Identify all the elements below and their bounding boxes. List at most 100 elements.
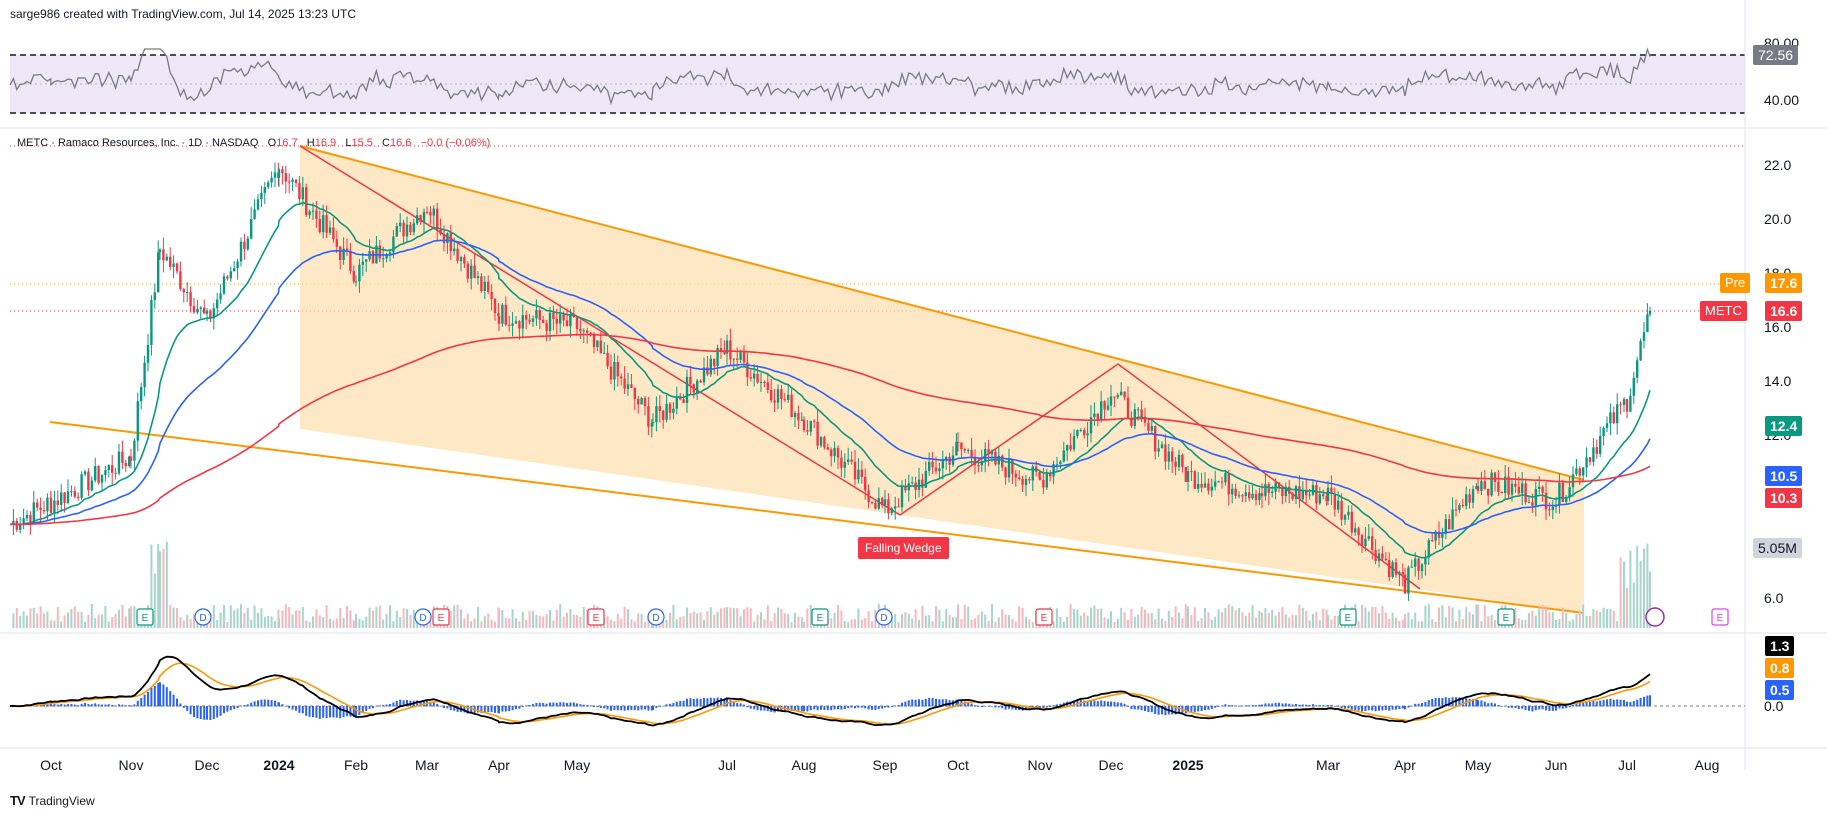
volume-bar — [504, 617, 507, 628]
candle-body — [378, 245, 381, 259]
macd-hist-bar — [918, 699, 920, 707]
volume-bar — [1541, 604, 1544, 628]
time-axis-label: Nov — [119, 757, 144, 773]
volume-bar — [576, 615, 578, 628]
macd-hist-bar — [73, 704, 76, 707]
volume-bar — [402, 608, 405, 628]
candle-body — [1510, 483, 1514, 495]
volume-bar — [87, 614, 90, 628]
candle-body — [354, 281, 358, 283]
macd-hist-bar — [538, 702, 541, 707]
split-event-icon — [1645, 607, 1665, 627]
volume-bar — [1184, 604, 1187, 628]
volume-bar — [1609, 609, 1612, 628]
volume-bar — [1626, 587, 1628, 628]
candle-body — [1636, 360, 1639, 378]
candle-body — [1123, 391, 1126, 398]
volume-bar — [90, 604, 93, 628]
falling-wedge-label[interactable]: Falling Wedge — [858, 537, 949, 559]
symbol-title[interactable]: METC · Ramaco Resources, Inc. · 1D · NAS… — [17, 137, 259, 149]
volume-bar — [368, 607, 371, 628]
candle-body — [883, 499, 887, 506]
macd-hist-bar — [176, 698, 178, 707]
candle-body — [73, 491, 76, 497]
candle-body — [226, 276, 229, 279]
candle-body — [487, 281, 490, 293]
volume-bar — [382, 619, 385, 628]
volume-bar — [794, 612, 796, 628]
candle-body — [192, 306, 196, 313]
volume-bar — [165, 541, 168, 628]
candle-body — [1264, 484, 1267, 497]
candle-body — [729, 340, 732, 360]
candle-body — [1254, 493, 1258, 501]
volume-bar — [1643, 548, 1645, 628]
candle-body — [1140, 409, 1143, 417]
macd-hist-bar — [153, 685, 156, 707]
macd-hist-bar — [1434, 697, 1437, 707]
volume-bar — [1301, 607, 1304, 628]
macd-hist-bar — [1227, 705, 1230, 707]
ema-slow-line — [9, 239, 1651, 534]
candle-body — [1109, 396, 1113, 406]
volume-bar — [1217, 609, 1220, 628]
volume-bar — [780, 608, 783, 628]
macd-hist-bar — [572, 702, 575, 707]
macd-hist-bar — [1619, 699, 1622, 707]
volume-bar — [672, 604, 675, 628]
macd-hist-bar — [193, 706, 195, 717]
macd-hist-bar — [977, 706, 980, 707]
candle-body — [291, 179, 294, 182]
macd-hist-bar — [291, 706, 294, 710]
macd-hist-bar — [402, 700, 405, 707]
macd-hist-bar — [453, 706, 456, 711]
price-tick-label: 14.0 — [1764, 373, 1791, 389]
macd-hist-bar — [385, 704, 388, 707]
macd-hist-bar — [847, 706, 850, 709]
macd-hist-bar — [94, 703, 97, 707]
candle-body — [402, 222, 405, 237]
volume-bar — [395, 610, 398, 628]
macd-hist-bar — [1174, 706, 1177, 715]
candle-body — [1190, 471, 1193, 473]
volume-bar — [1207, 612, 1210, 628]
volume-bar — [1514, 607, 1517, 628]
volume-bar — [46, 611, 49, 628]
volume-bar — [1384, 612, 1387, 628]
volume-bar — [957, 604, 959, 628]
candle-body — [783, 399, 786, 401]
volume-bar — [606, 616, 609, 628]
candle-body — [860, 469, 863, 477]
macd-hist-bar — [1214, 706, 1217, 708]
candle-body — [1551, 506, 1554, 510]
candle-body — [753, 373, 756, 379]
macd-hist-bar — [749, 706, 752, 709]
candle-body — [358, 264, 361, 282]
candle-body — [1642, 332, 1646, 341]
macd-hist-bar — [1083, 700, 1086, 707]
volume-bar — [1599, 611, 1602, 628]
volume-bar — [586, 609, 589, 628]
volume-bar — [1639, 560, 1642, 628]
candle-body — [83, 471, 87, 475]
candle-body — [1592, 447, 1595, 462]
volume-tag: 5.05M — [1753, 538, 1802, 558]
earnings-marker-letter: E — [1503, 613, 1510, 624]
macd-hist-bar — [378, 705, 381, 707]
candle-body — [1527, 502, 1531, 504]
macd-hist-bar — [928, 697, 931, 707]
macd-hist-bar — [1234, 705, 1237, 707]
macd-hist-bar — [1521, 706, 1524, 709]
candle-body — [1391, 562, 1394, 577]
tradingview-logo[interactable]: TV TradingView — [10, 793, 95, 808]
volume-bar — [236, 608, 239, 628]
macd-hist-bar — [911, 699, 914, 707]
candle-body — [924, 470, 927, 488]
candle-body — [1207, 483, 1210, 491]
volume-bar — [1295, 615, 1297, 628]
volume-bar — [1073, 609, 1075, 628]
candle-body — [658, 406, 661, 411]
candle-body — [169, 256, 172, 267]
macd-hist-bar — [50, 704, 52, 707]
